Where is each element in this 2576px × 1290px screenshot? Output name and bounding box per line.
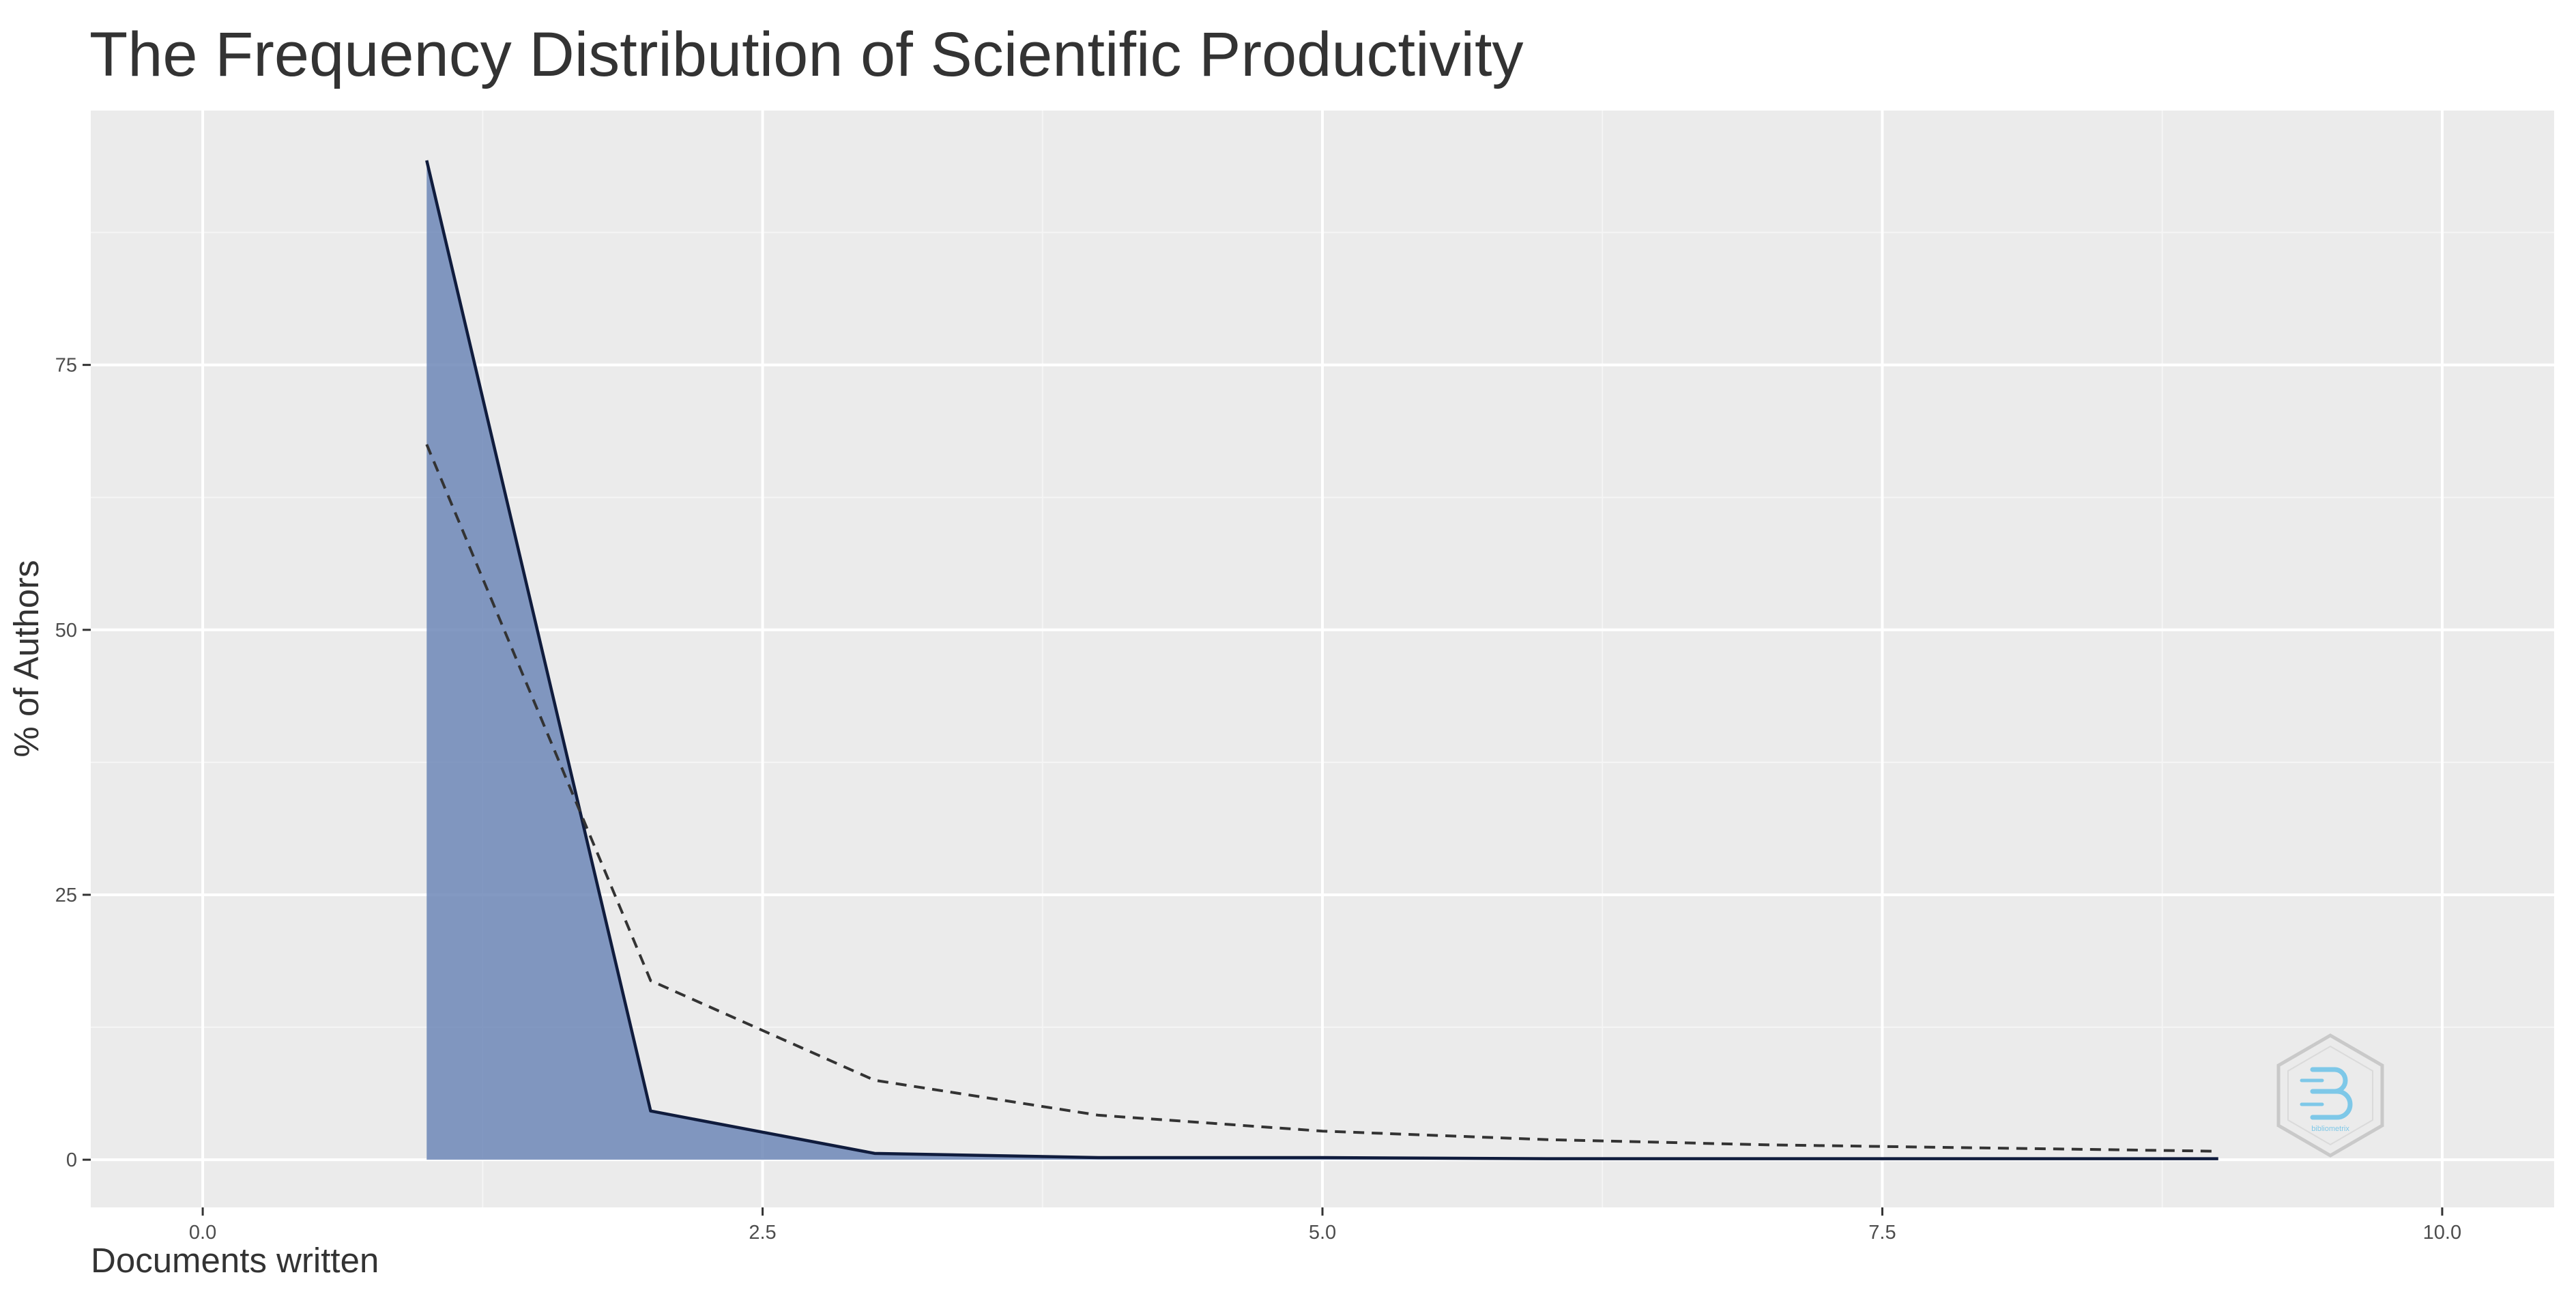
x-axis-title: Documents written [91,1241,379,1280]
chart-title: The Frequency Distribution of Scientific… [89,20,1524,89]
x-tick-label: 0.0 [189,1222,216,1244]
y-tick-label: 50 [55,620,77,642]
y-tick-label: 75 [55,355,77,377]
x-tick-label: 10.0 [2423,1222,2461,1244]
series-layer [425,160,2218,1160]
dashed-line-series-2 [425,444,2218,1153]
axes-layer: 0.0 2.5 5.0 7.5 10.0 0 25 50 75 [55,355,2461,1244]
x-tick-label: 5.0 [1309,1222,1336,1244]
y-tick-label: 25 [55,885,77,906]
line-series-1 [425,160,2218,1160]
y-tick-label: 0 [66,1149,77,1171]
x-tick-label: 2.5 [749,1222,776,1244]
area-fill-series-1 [426,160,2218,1160]
y-axis-title: % of Authors [7,560,46,757]
logo-wordmark: bibliometrix [2311,1125,2349,1133]
bibliometrix-logo-icon: bibliometrix [2276,1033,2384,1158]
x-tick-label: 7.5 [1868,1222,1896,1244]
